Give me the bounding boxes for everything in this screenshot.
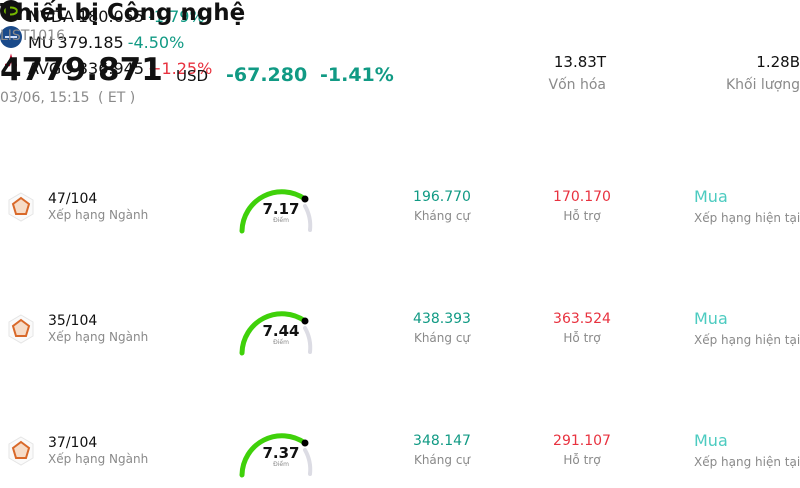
rank-label: Xếp hạng Ngành <box>48 452 149 466</box>
score-gauge <box>239 311 313 356</box>
stock-chip[interactable]: MU 379.185 -4.50% <box>0 26 800 52</box>
stock-change: +1.25% <box>148 59 213 78</box>
resistance: 438.393 <box>413 311 471 327</box>
stock-logo <box>0 0 22 22</box>
rank-icon <box>8 436 34 466</box>
timezone: ( ET ) <box>98 90 136 106</box>
rating-label: Xếp hạng hiện tại <box>694 455 800 469</box>
support-label: Hỗ trợ <box>563 331 601 345</box>
score: 7.37 <box>262 444 300 462</box>
market-cap-label: Vốn hóa <box>548 77 606 93</box>
stock-price: 336.945 <box>77 59 145 78</box>
rank: 35/104 <box>48 313 98 329</box>
rank-icon <box>8 192 34 222</box>
stock-logo <box>0 26 22 48</box>
stock-logo <box>0 52 22 74</box>
ticker: MU <box>28 33 54 52</box>
resistance: 196.770 <box>413 189 471 205</box>
score-gauge <box>239 189 313 234</box>
rank: 47/104 <box>48 191 98 207</box>
resistance-label: Kháng cự <box>413 453 471 467</box>
rank-label: Xếp hạng Ngành <box>48 330 149 344</box>
stock-chip[interactable]: NVDA 180.055 -1.79% <box>0 0 800 26</box>
resistance-label: Kháng cự <box>413 209 471 223</box>
market-cap: 13.83T <box>553 53 606 71</box>
stock-change: -1.79% <box>148 7 205 26</box>
stock-price: 379.185 <box>57 33 124 52</box>
ticker: AVGO <box>28 59 74 78</box>
resistance: 348.147 <box>413 433 471 449</box>
stock-chip[interactable]: AVGO 336.945 +1.25% <box>0 52 800 78</box>
score-label: Điểm <box>273 461 289 468</box>
support: 291.107 <box>553 433 611 449</box>
score-gauge <box>239 433 313 478</box>
ticker: NVDA <box>28 7 74 26</box>
list-code: LIST1016 <box>0 28 65 44</box>
support: 170.170 <box>553 189 611 205</box>
score-label: Điểm <box>273 339 289 346</box>
stock-change: -4.50% <box>127 33 185 52</box>
rating: Mua <box>694 431 728 450</box>
volume: 1.28B <box>756 53 800 71</box>
change-percent: -1.41% <box>320 64 394 86</box>
score: 7.17 <box>262 200 300 218</box>
rating: Mua <box>694 187 728 206</box>
support: 363.524 <box>553 311 611 327</box>
price: 4779.871 <box>0 52 163 88</box>
support-label: Hỗ trợ <box>563 453 601 467</box>
rank-icon <box>8 314 34 344</box>
title: Thiết bị Công nghệ <box>0 0 246 26</box>
stock-price: 180.055 <box>77 7 145 26</box>
rating: Mua <box>694 309 728 328</box>
support-label: Hỗ trợ <box>563 209 601 223</box>
rank: 37/104 <box>48 435 98 451</box>
currency: USD <box>176 67 209 85</box>
volume-label: Khối lượng <box>725 77 800 93</box>
timestamp: 03/06, 15:15 <box>0 90 90 106</box>
rating-label: Xếp hạng hiện tại <box>694 333 800 347</box>
rank-label: Xếp hạng Ngành <box>48 208 149 222</box>
score: 7.44 <box>262 322 300 340</box>
rating-label: Xếp hạng hiện tại <box>694 211 800 225</box>
score-label: Điểm <box>273 217 289 224</box>
resistance-label: Kháng cự <box>413 331 471 345</box>
change: -67.280 <box>226 64 308 86</box>
